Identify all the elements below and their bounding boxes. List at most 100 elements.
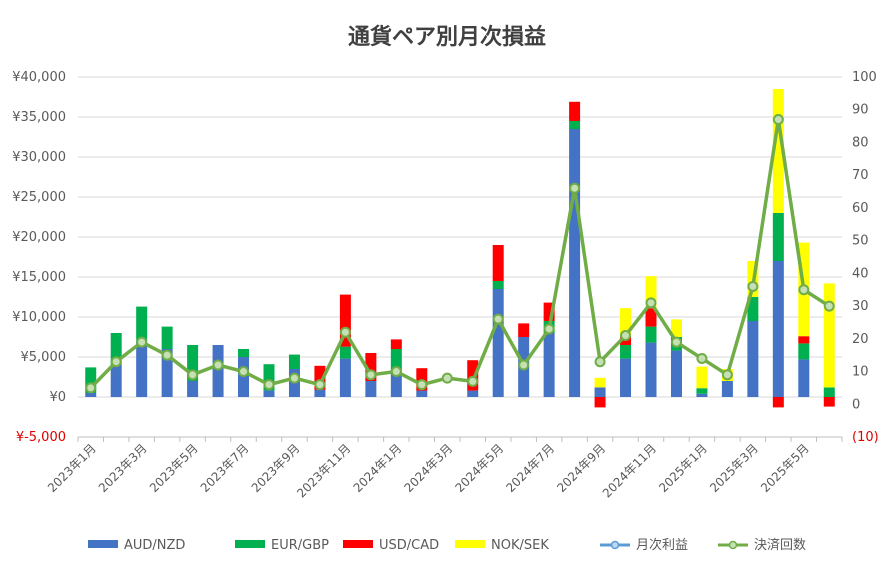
x-axis-tick: 2024年9月: [554, 441, 608, 495]
left-axis-tick: ¥25,000: [12, 190, 66, 205]
bar-segment: [136, 306, 148, 341]
line-point: [238, 366, 250, 378]
bar-segment: [543, 302, 555, 321]
line-point: [288, 372, 300, 384]
line-point: [670, 336, 682, 348]
left-axis-tick: ¥35,000: [12, 110, 66, 125]
bar-segment: [467, 360, 479, 391]
bar-segment: [798, 336, 810, 344]
legend-swatch: [235, 540, 265, 548]
bar-segment: [670, 350, 682, 397]
line-point: [492, 313, 504, 325]
x-axis-tick: 2025年1月: [656, 441, 710, 495]
bar-segment: [314, 365, 326, 390]
legend-swatch: [88, 540, 118, 548]
right-axis-tick: 70: [852, 168, 869, 183]
bar-segment: [161, 326, 173, 349]
right-axis-tick: 80: [852, 135, 869, 150]
bar-segment: [823, 283, 835, 388]
x-axis-tick: 2023年5月: [147, 441, 201, 495]
right-axis-tick: 0: [852, 397, 860, 412]
left-axis-tick: ¥5,000: [21, 350, 67, 365]
bar-segment: [314, 389, 326, 397]
bar-segment: [696, 393, 708, 397]
bar-segment: [594, 387, 606, 397]
bar-segment: [339, 346, 351, 359]
legend-label: 月次利益: [636, 537, 688, 553]
bar-segment: [212, 345, 224, 397]
bar-segment: [365, 381, 377, 397]
x-axis-tick: 2024年7月: [503, 441, 557, 495]
line-point: [110, 356, 122, 368]
bar-segment: [772, 397, 784, 408]
line-point: [467, 375, 479, 387]
right-axis-tick: 30: [852, 299, 869, 314]
bar-segment: [339, 294, 351, 347]
bar-segment: [620, 358, 632, 397]
bar-segment: [467, 390, 479, 397]
left-axis-tick: ¥-5,000: [16, 430, 66, 445]
bar-segment: [594, 377, 606, 388]
line-point: [416, 379, 428, 391]
legend-swatch: [455, 540, 485, 548]
chart-title: 通貨ペア別月次損益: [348, 24, 546, 50]
bar-segment: [721, 381, 733, 397]
right-axis-tick: 50: [852, 234, 869, 249]
legend-label: USD/CAD: [379, 538, 439, 553]
line-point: [339, 326, 351, 338]
right-axis-tick: 10: [852, 365, 869, 380]
left-axis-tick: ¥0: [49, 390, 66, 405]
left-axis-tick: ¥30,000: [12, 150, 66, 165]
right-axis-tick: 20: [852, 332, 869, 347]
bar-segment: [747, 297, 759, 321]
left-axis-tick: ¥40,000: [12, 70, 66, 85]
line-point: [314, 379, 326, 391]
x-axis-tick: 2024年1月: [351, 441, 405, 495]
bar-segment: [161, 349, 173, 397]
bar-segment: [263, 390, 275, 397]
line-point: [645, 297, 657, 309]
bar-segment: [696, 388, 708, 394]
line-point: [798, 284, 810, 296]
bar-segment: [747, 321, 759, 397]
bar-segment: [670, 319, 682, 337]
bar-segment: [569, 101, 581, 121]
line-point: [823, 300, 835, 312]
line-point: [518, 359, 530, 371]
line-point: [620, 330, 632, 342]
bar-segment: [492, 289, 504, 397]
right-axis-tick: 60: [852, 201, 869, 216]
bar-segment: [110, 333, 122, 365]
legend-label: NOK/SEK: [491, 538, 549, 553]
line-point: [543, 323, 555, 335]
right-axis-tick: 40: [852, 266, 869, 281]
line-point: [569, 182, 581, 194]
legend-label: EUR/GBP: [271, 538, 329, 553]
line-point: [721, 369, 733, 381]
x-axis-tick: 2023年9月: [249, 441, 303, 495]
right-axis-tick: (10): [852, 430, 879, 445]
legend-marker: [728, 540, 738, 550]
right-axis-tick: 90: [852, 103, 869, 118]
bar-segment: [823, 397, 835, 407]
legend-swatch: [343, 540, 373, 548]
bar-segment: [518, 323, 530, 337]
x-axis-tick: 2024年3月: [402, 441, 456, 495]
bar-segment: [569, 121, 581, 129]
legend-label: AUD/NZD: [124, 538, 185, 553]
bar-segment: [110, 365, 122, 397]
bar-segment: [365, 353, 377, 381]
bar-segment: [798, 343, 810, 360]
bar-segment: [85, 367, 97, 393]
bar-segment: [85, 393, 97, 397]
bar-segment: [492, 245, 504, 281]
bar-segment: [645, 342, 657, 397]
x-axis-tick: 2025年5月: [758, 441, 812, 495]
left-axis-tick: ¥20,000: [12, 230, 66, 245]
bar-segment: [620, 345, 632, 359]
line-point: [263, 379, 275, 391]
bar-segment: [288, 354, 300, 369]
line-point: [212, 359, 224, 371]
line-point: [594, 356, 606, 368]
